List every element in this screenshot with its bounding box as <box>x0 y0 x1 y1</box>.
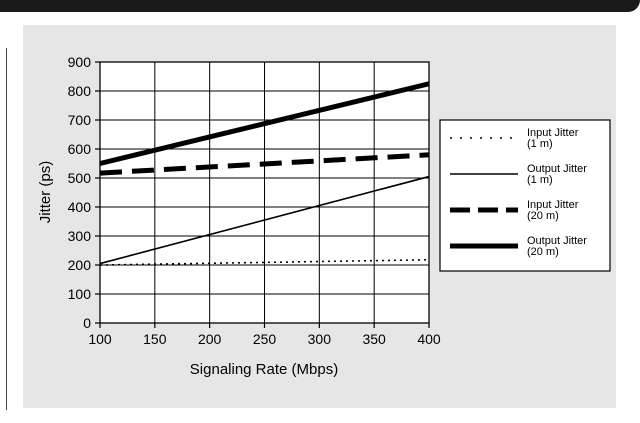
x-tick-label: 250 <box>253 331 277 347</box>
legend-label: Output Jitter (20 m) <box>527 235 587 258</box>
y-tick-label: 600 <box>68 141 92 157</box>
series-line-1 <box>99 258 430 266</box>
x-axis-title: Signaling Rate (Mbps) <box>190 361 338 378</box>
y-tick-label: 900 <box>68 54 92 70</box>
y-tick-label: 800 <box>68 83 92 99</box>
legend-label: Input Jitter (1 m) <box>527 127 579 150</box>
y-tick-label: 700 <box>68 112 92 128</box>
y-tick-label: 300 <box>68 228 92 244</box>
header-band <box>0 0 640 12</box>
x-tick-labels: 100 150 200 250 300 350 400 <box>88 331 441 347</box>
x-tick-label: 150 <box>143 331 167 347</box>
series-line-2 <box>99 175 430 265</box>
x-tick-label: 300 <box>308 331 332 347</box>
legend-label: Output Jitter (1 m) <box>527 163 587 186</box>
y-tick-label: 400 <box>68 199 92 215</box>
y-tick-labels: 0 100 200 300 400 500 600 700 800 900 <box>68 54 92 331</box>
series-lines <box>99 81 430 266</box>
grid <box>99 61 430 324</box>
y-tick-label: 100 <box>68 286 92 302</box>
x-tick-label: 100 <box>88 331 112 347</box>
margin-rule <box>6 48 7 410</box>
series-line-3 <box>99 152 430 176</box>
legend: Input Jitter (1 m) Output Jitter (1 m) Input… <box>439 119 611 272</box>
x-tick-label: 400 <box>417 331 441 347</box>
y-tick-label: 500 <box>68 170 92 186</box>
x-tick-label: 350 <box>362 331 386 347</box>
series-line-4 <box>99 81 430 166</box>
y-axis-title: Jitter (ps) <box>37 161 54 224</box>
axes <box>95 61 430 328</box>
y-tick-label: 200 <box>68 257 92 273</box>
y-tick-label: 0 <box>83 315 91 331</box>
x-tick-label: 200 <box>198 331 222 347</box>
legend-label: Input Jitter (20 m) <box>527 199 579 222</box>
